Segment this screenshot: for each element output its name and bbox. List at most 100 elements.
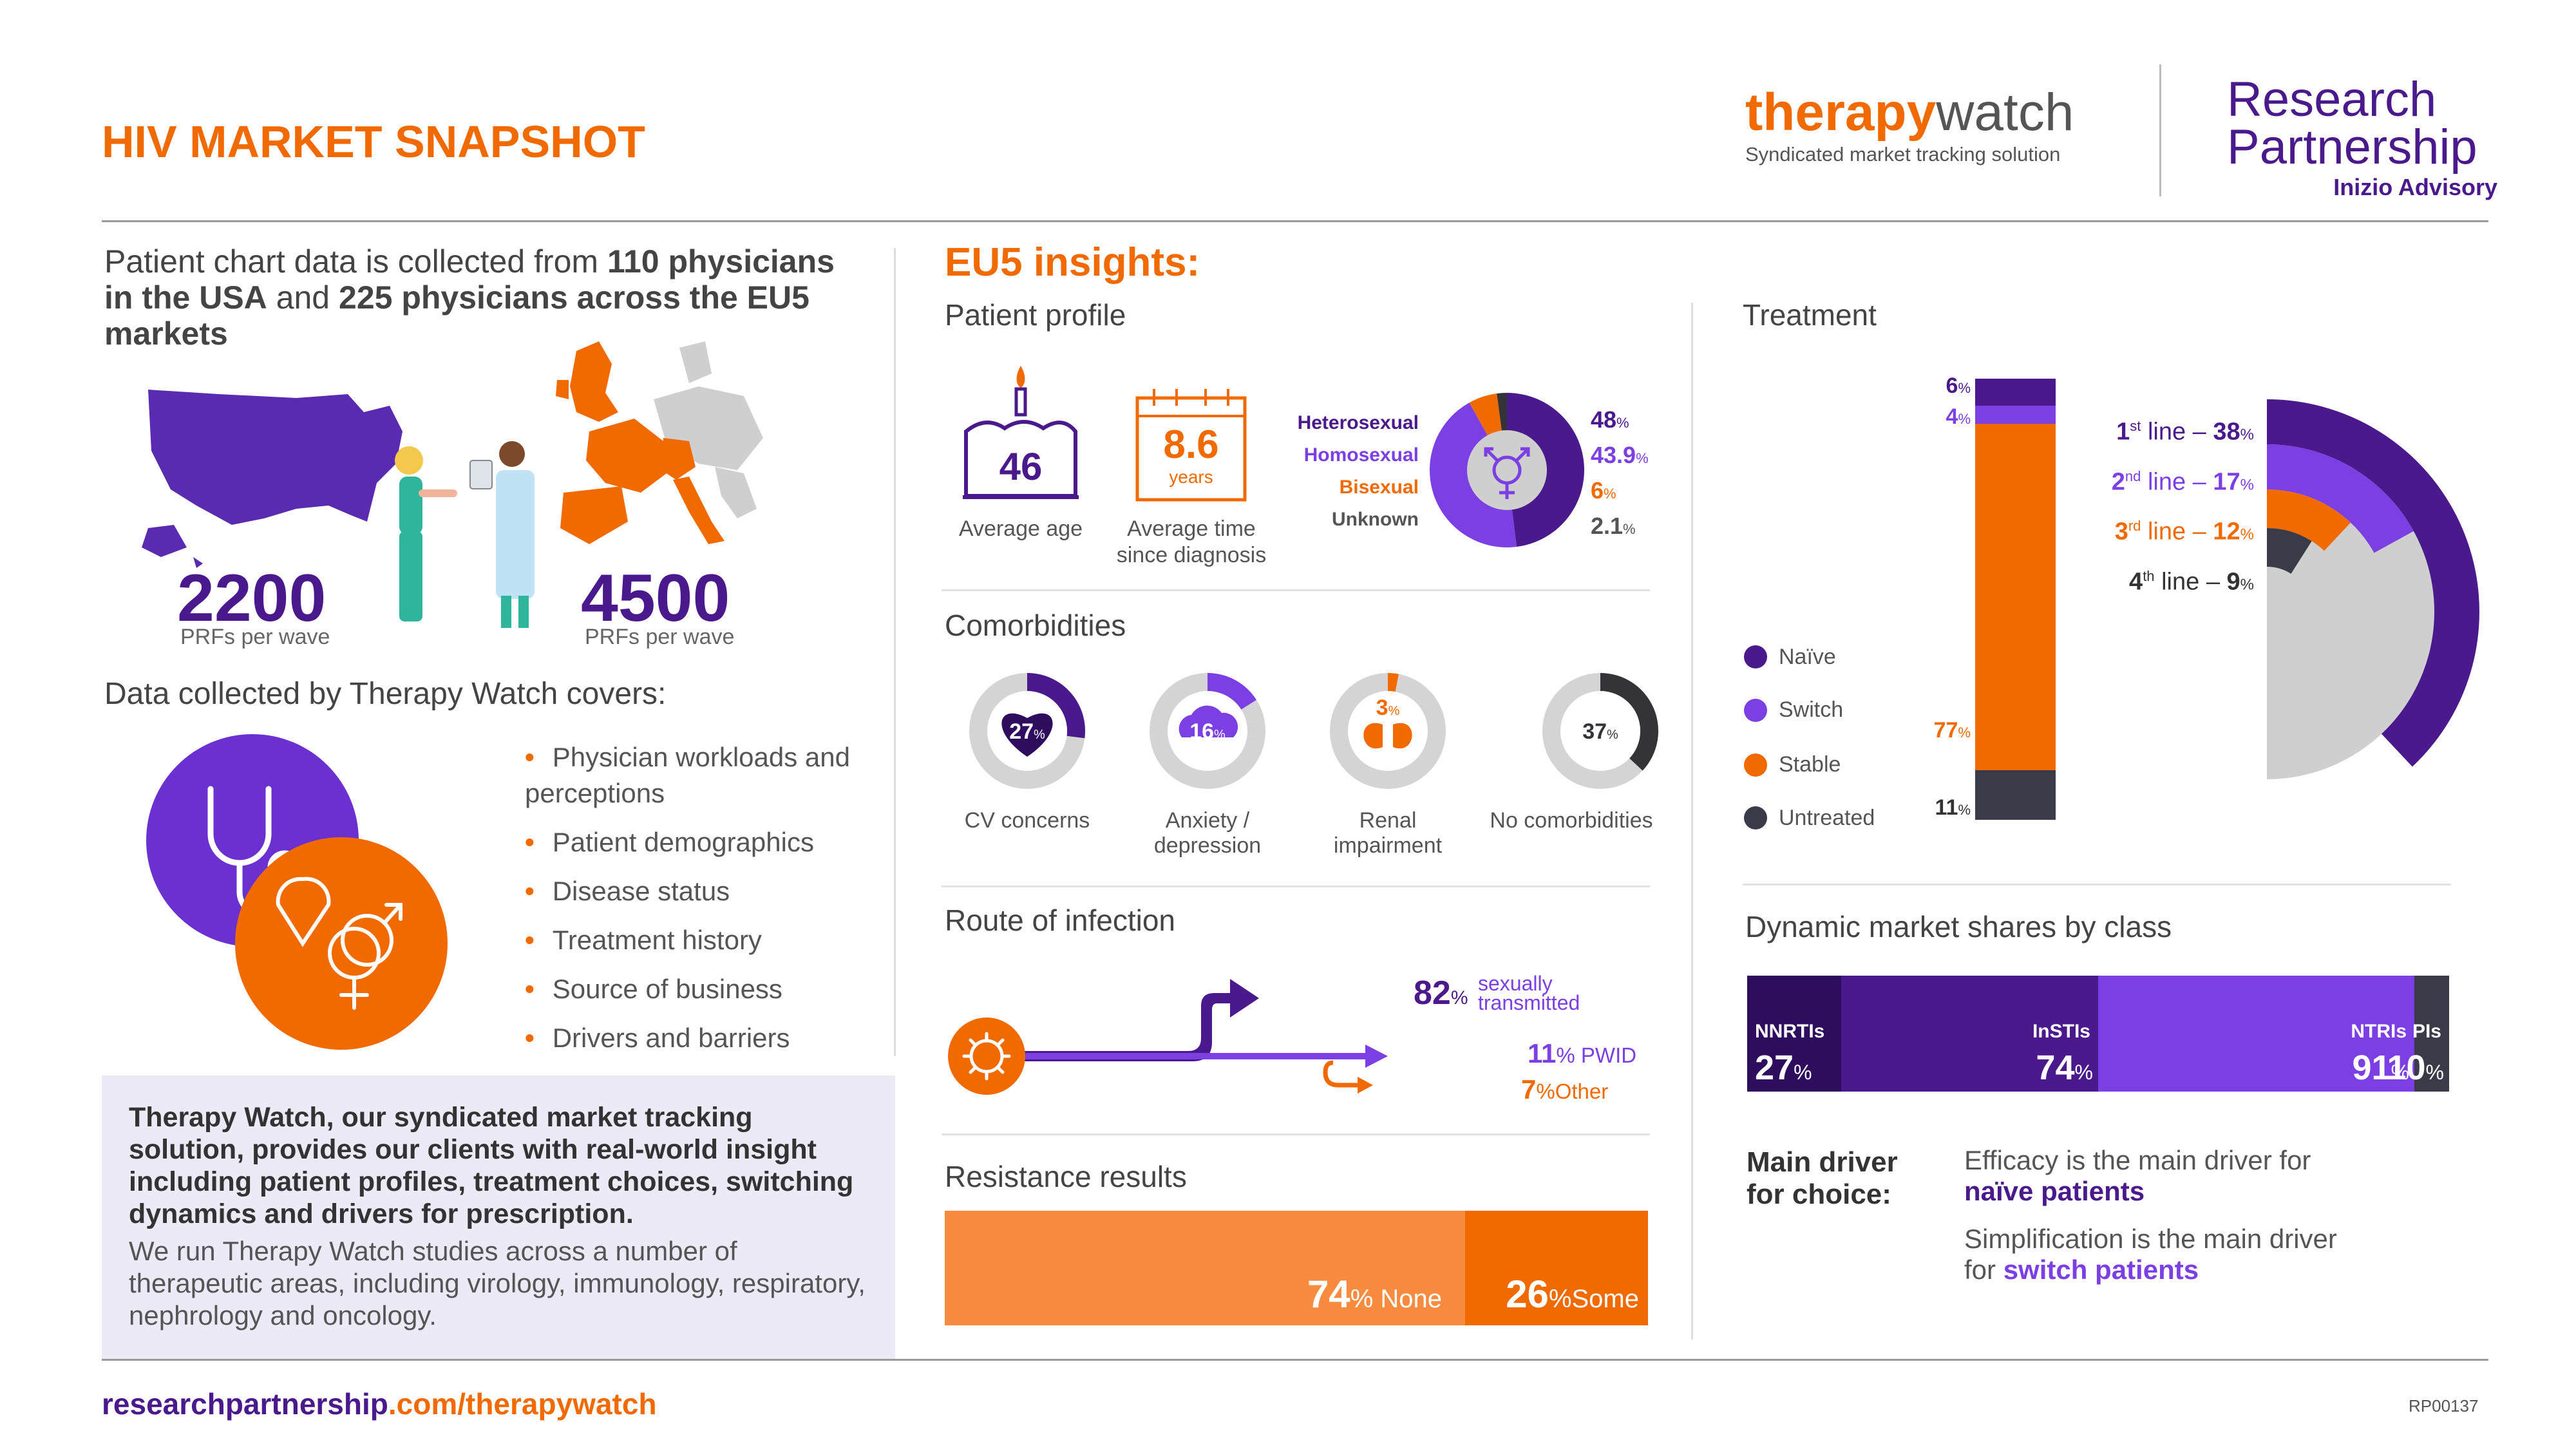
comorb-divider bbox=[942, 886, 1650, 887]
profile-title: Patient profile bbox=[945, 298, 1126, 332]
shares-segment: NTRIs 91% bbox=[2098, 976, 2415, 1092]
footer-url[interactable]: researchpartnership.com/therapywatch bbox=[102, 1387, 657, 1421]
list-item: • Patient demographics bbox=[525, 827, 814, 857]
gender-circle bbox=[235, 837, 448, 1050]
stack-label: 6% bbox=[1946, 374, 1971, 398]
comorb-donut-arc bbox=[1208, 673, 1256, 710]
page-title: HIV MARKET SNAPSHOT bbox=[102, 117, 645, 167]
driver-title: Main driver for choice: bbox=[1747, 1146, 1898, 1210]
footer-code: RP00137 bbox=[2409, 1396, 2479, 1416]
resistance-bar: 74% None 26%Some bbox=[945, 1211, 1648, 1325]
treatment-stack-bar bbox=[1975, 379, 2056, 820]
legend-label: Untreated bbox=[1779, 805, 1875, 830]
shares-class-name: NNRTIs bbox=[1755, 1021, 1825, 1042]
radial-arc bbox=[2267, 399, 2479, 767]
route-other: 7%Other bbox=[1521, 1074, 1609, 1104]
treatment-divider bbox=[1743, 884, 2451, 886]
orientation-slice bbox=[1497, 393, 1507, 433]
driver-2: Simplification is the main driver for sw… bbox=[1964, 1224, 2337, 1285]
comorb-donut-arc bbox=[1388, 673, 1399, 692]
eu-prf-value: 4500 bbox=[581, 561, 730, 636]
legend-swatch bbox=[1744, 645, 1767, 668]
covers-list: • Physician workloads and perceptions • Pa… bbox=[525, 739, 886, 1069]
route-diagram bbox=[948, 979, 1388, 1095]
legend-label: Switch bbox=[1779, 697, 1844, 722]
info-box-bold: Therapy Watch, our syndicated market tra… bbox=[129, 1102, 854, 1229]
heart-icon bbox=[1001, 713, 1053, 757]
comorb-labels: CV concerns Anxiety / depression Renal imp… bbox=[940, 808, 1681, 873]
orientation-values: 48% 43.9% 6% 2.1% bbox=[1591, 406, 1649, 539]
orientation-label: Heterosexual bbox=[1297, 412, 1419, 433]
rp-line3: Inizio Advisory bbox=[2333, 174, 2497, 200]
shares-class-name: PIs bbox=[2412, 1021, 2441, 1042]
orientation-label: Unknown bbox=[1332, 509, 1419, 530]
avg-age-label: Average age bbox=[958, 516, 1083, 541]
column-divider-1 bbox=[894, 248, 896, 1056]
avg-time-label-1: Average time bbox=[1127, 516, 1256, 541]
physicians-illustration bbox=[395, 441, 535, 628]
line-label: 4th line – 9% bbox=[2129, 567, 2254, 596]
shares-class-value: 91% bbox=[2352, 1048, 2410, 1087]
legend-swatch bbox=[1744, 698, 1767, 722]
orientation-slice bbox=[1469, 393, 1502, 438]
shares-segment: InSTIs 74% bbox=[1841, 976, 2098, 1092]
comorb-title: Comorbidities bbox=[945, 609, 1126, 642]
list-item: • Source of business bbox=[525, 974, 782, 1004]
avg-age-value: 46 bbox=[999, 445, 1043, 488]
comorbidity-donuts: 27% 16%3%37% bbox=[969, 673, 1658, 789]
gender-symbol-icon bbox=[1484, 447, 1530, 499]
covers-title: Data collected by Therapy Watch covers: bbox=[104, 677, 667, 711]
shares-title: Dynamic market shares by class bbox=[1745, 910, 2172, 943]
calendar-icon bbox=[1135, 389, 1247, 502]
route-title: Route of infection bbox=[945, 904, 1176, 937]
comorb-label: Renal bbox=[1359, 808, 1417, 833]
brand-bold: therapy bbox=[1745, 83, 1937, 142]
treatment-title: Treatment bbox=[1743, 298, 1877, 332]
legend-label: Naïve bbox=[1779, 644, 1836, 669]
virus-icon bbox=[948, 1018, 1025, 1095]
shares-class-value: 10% bbox=[2387, 1048, 2444, 1087]
stack-segment bbox=[1975, 379, 2056, 406]
brand-tagline: Syndicated market tracking solution bbox=[1745, 143, 2061, 166]
stack-segment bbox=[1975, 423, 2056, 771]
cloud-icon bbox=[1179, 705, 1238, 737]
resist-none-value: 74% None bbox=[1307, 1273, 1442, 1316]
orientation-value: 6 bbox=[1591, 477, 1604, 504]
rp-line2: Partnership bbox=[2227, 120, 2477, 175]
orientation-label: Bisexual bbox=[1339, 477, 1419, 498]
legend-label: Stable bbox=[1779, 752, 1841, 777]
kidney-icon bbox=[1363, 723, 1412, 749]
treatment-lines-radial bbox=[2267, 399, 2479, 779]
shares-segment: PIs 10% bbox=[2387, 976, 2449, 1092]
line-label: 1st line – 38% bbox=[2116, 418, 2254, 446]
avg-time-unit: years bbox=[1169, 467, 1213, 487]
rp-line1: Research bbox=[2227, 72, 2437, 127]
resist-some-value: 26%Some bbox=[1506, 1273, 1639, 1316]
driver-1: Efficacy is the main driver for naïve pa… bbox=[1964, 1145, 2311, 1206]
list-item: • Drivers and barriers bbox=[525, 1023, 790, 1053]
info-box-text: We run Therapy Watch studies across a nu… bbox=[129, 1236, 866, 1331]
list-item: • Physician workloads and perceptions bbox=[525, 742, 850, 808]
shares-class-value: 27% bbox=[1755, 1048, 1812, 1087]
radial-arc bbox=[2267, 444, 2414, 553]
orientation-value: 48 bbox=[1591, 406, 1617, 433]
route-sexual: 82% bbox=[1414, 974, 1468, 1012]
list-item: • Treatment history bbox=[525, 925, 762, 955]
footer-rule bbox=[102, 1359, 2488, 1361]
orientation-value: 43.9 bbox=[1591, 442, 1636, 468]
comorb-donut-hole bbox=[1348, 691, 1428, 771]
shares-class-name: NTRIs bbox=[2351, 1021, 2407, 1042]
stack-label: 4% bbox=[1946, 404, 1971, 429]
shares-class-value: 74% bbox=[2036, 1048, 2093, 1087]
orientation-labels: Heterosexual Homosexual Bisexual Unknown bbox=[1272, 407, 1419, 536]
stack-segment bbox=[1975, 405, 2056, 424]
comorb-donut-arc bbox=[1027, 673, 1085, 739]
orientation-slice bbox=[1430, 402, 1517, 547]
treatment-line-labels: 1st line – 38% 2nd line – 17% 3rd line –… bbox=[2080, 406, 2254, 606]
location-gender-icon bbox=[276, 876, 402, 1010]
legend-swatch bbox=[1744, 753, 1767, 777]
orientation-value: 2.1 bbox=[1591, 513, 1624, 539]
legend-swatch bbox=[1744, 806, 1767, 829]
avg-time-value: 8.6 bbox=[1163, 422, 1219, 467]
orientation-donut bbox=[1430, 393, 1585, 547]
